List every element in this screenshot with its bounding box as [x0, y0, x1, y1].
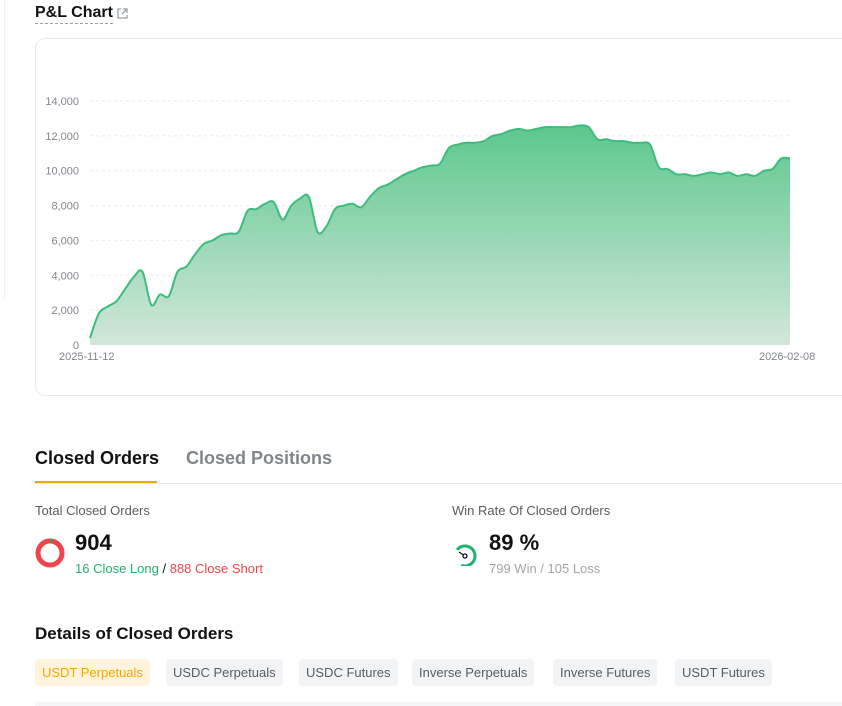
chip-usdc-futures[interactable]: USDC Futures: [299, 659, 398, 686]
close-breakdown: 16 Close Long / 888 Close Short: [75, 561, 263, 576]
win-loss-breakdown: 799 Win / 105 Loss: [489, 561, 601, 576]
chip-inverse-futures[interactable]: Inverse Futures: [553, 659, 658, 686]
tab-closed-orders[interactable]: Closed Orders: [35, 448, 160, 468]
close-long-count: 16 Close Long: [75, 561, 159, 576]
chip-usdc-perpetuals[interactable]: USDC Perpetuals: [166, 659, 283, 686]
x-tick-label: 2025-11-12: [59, 351, 114, 363]
chip-inverse-perpetuals[interactable]: Inverse Perpetuals: [412, 659, 535, 686]
left-divider: [4, 0, 5, 300]
win-rate-label: Win Rate Of Closed Orders: [452, 503, 611, 518]
pnl-chart: 02,0004,0006,0008,00010,00012,00014,000 …: [45, 96, 815, 363]
external-link-icon[interactable]: [116, 7, 129, 20]
active-tab-indicator: [35, 481, 157, 483]
long-short-donut-icon: [35, 538, 65, 568]
chip-usdt-perpetuals[interactable]: USDT Perpetuals: [35, 659, 150, 686]
y-tick-label: 14,000: [45, 96, 79, 108]
win-rate-value: 89 %: [489, 530, 540, 555]
breakdown-separator: /: [162, 561, 167, 576]
y-tick-label: 12,000: [45, 131, 79, 143]
chip-usdt-futures[interactable]: USDT Futures: [675, 659, 772, 686]
y-tick-label: 0: [73, 340, 79, 352]
details-title: Details of Closed Orders: [35, 624, 234, 643]
pnl-chart-card: 0 2,000 4,000 6,000 8,000 10,000 12,000 14,000 …: [35, 38, 842, 396]
total-closed-orders-label: Total Closed Orders: [35, 503, 150, 518]
y-tick-label: 6,000: [51, 235, 79, 247]
x-tick-label: 2026-02-08: [759, 351, 815, 363]
total-closed-orders-value: 904: [75, 530, 112, 555]
table-header-strip: [35, 702, 842, 706]
win-rate-gauge-icon: [456, 544, 477, 566]
tab-closed-positions[interactable]: Closed Positions: [186, 448, 333, 468]
pnl-chart-title: P&L Chart: [35, 4, 113, 24]
y-tick-label: 4,000: [51, 270, 79, 282]
y-tick-label: 2,000: [51, 305, 79, 317]
y-tick-label: 10,000: [45, 166, 79, 178]
pnl-area: [90, 125, 790, 345]
pnl-line: [89, 124, 791, 339]
y-tick-label: 8,000: [51, 201, 79, 213]
close-short-count: 888 Close Short: [169, 561, 263, 576]
tabs-divider: [35, 483, 842, 484]
